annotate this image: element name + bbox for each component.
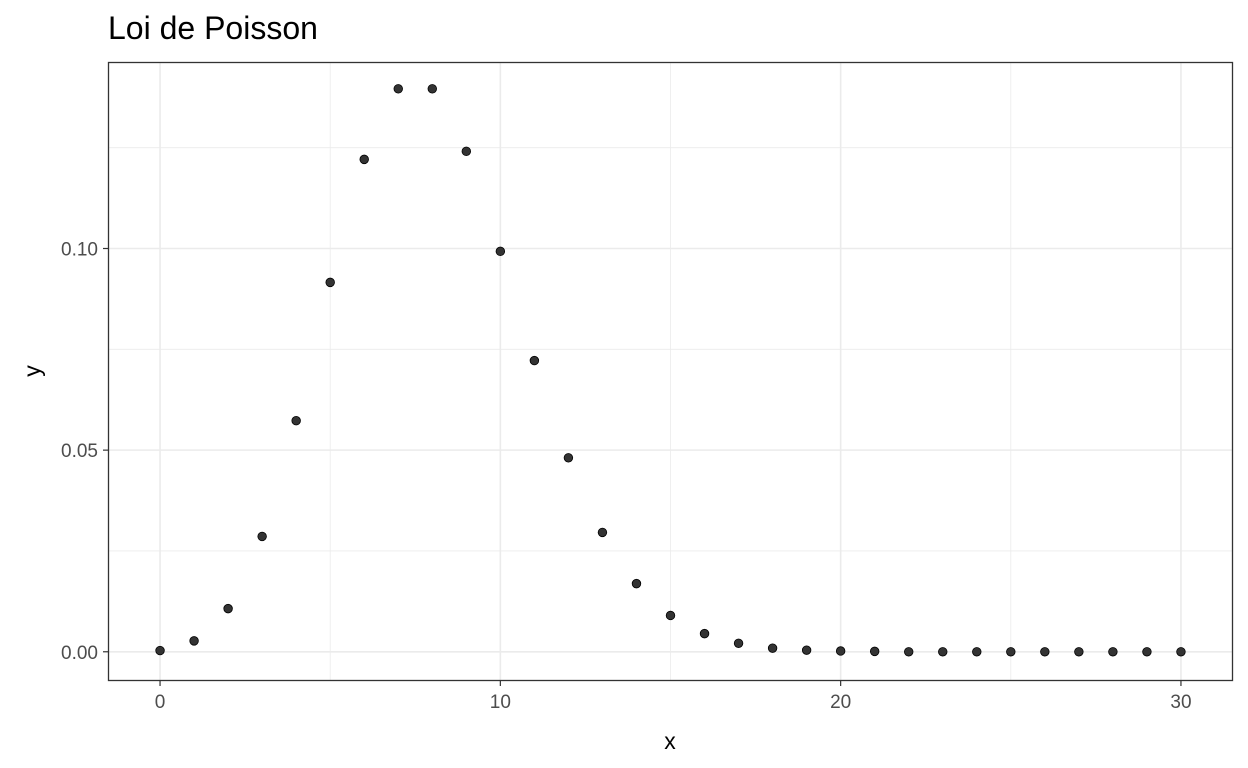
- data-point: [631, 578, 642, 589]
- x-axis-title: x: [664, 728, 676, 754]
- data-point: [495, 246, 506, 257]
- data-point: [1074, 647, 1084, 657]
- data-point: [325, 277, 335, 288]
- data-point: [257, 531, 267, 542]
- data-point: [665, 610, 676, 621]
- data-point: [904, 647, 914, 657]
- y-tick-label: 0.00: [61, 643, 98, 664]
- data-point: [733, 638, 744, 649]
- x-tick-label: 20: [830, 692, 851, 713]
- panel-border: [107, 61, 1234, 682]
- data-point: [427, 84, 437, 94]
- x-tick-label: 10: [490, 692, 511, 713]
- data-point: [767, 643, 778, 653]
- data-point: [869, 646, 880, 657]
- x-tick-label: 30: [1170, 692, 1191, 713]
- data-point: [155, 645, 165, 656]
- data-point: [835, 646, 846, 656]
- data-point: [597, 527, 608, 538]
- data-point: [1176, 647, 1186, 657]
- data-point: [938, 647, 948, 657]
- grid-layer: [109, 63, 1232, 680]
- data-point: [563, 453, 574, 463]
- data-point: [393, 84, 403, 94]
- x-axis: 0 10 20 30: [155, 680, 1192, 713]
- data-point: [461, 146, 472, 157]
- data-point: [1006, 647, 1016, 657]
- data-point: [699, 628, 710, 639]
- data-point: [189, 636, 199, 646]
- data-point: [801, 645, 812, 655]
- data-point: [359, 154, 369, 165]
- y-axis-title: y: [19, 365, 45, 377]
- data-point: [1108, 647, 1118, 657]
- data-point: [291, 415, 301, 426]
- data-point: [1142, 647, 1152, 657]
- y-tick-label: 0.05: [61, 441, 98, 462]
- chart-title: Loi de Poisson: [108, 10, 318, 46]
- data-point: [1040, 647, 1050, 657]
- x-tick-label: 0: [155, 692, 166, 713]
- data-point: [529, 355, 540, 366]
- y-tick-label: 0.10: [61, 240, 98, 261]
- points-layer: [155, 84, 1186, 657]
- y-axis: 0.00 0.05 0.10: [61, 240, 109, 664]
- data-point: [972, 647, 982, 657]
- data-point: [223, 603, 233, 614]
